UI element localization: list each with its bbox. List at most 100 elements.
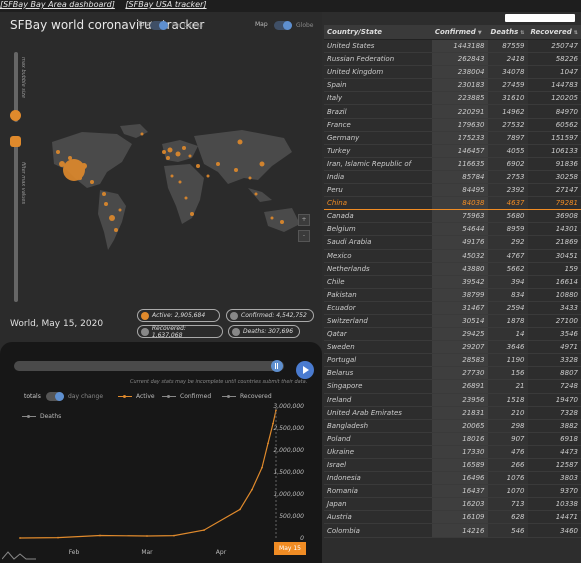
cell-deaths: 2392 xyxy=(487,183,528,198)
cell-confirmed: 16437 xyxy=(431,484,488,499)
cell-recovered: 3882 xyxy=(527,419,581,433)
table-row[interactable]: United Arab Emirates 21831 210 7328 xyxy=(324,406,581,420)
cell-recovered: 91836 xyxy=(527,157,581,171)
totals-mode-label: totals xyxy=(24,393,41,400)
cell-recovered: 19470 xyxy=(527,393,581,407)
cell-deaths: 394 xyxy=(487,275,528,289)
zoom-in-button[interactable]: + xyxy=(298,214,310,226)
table-row[interactable]: Russian Federation 262843 2418 58226 xyxy=(324,52,581,67)
table-row[interactable]: Ireland 23956 1518 19470 xyxy=(324,393,581,407)
table-row[interactable]: Mexico 45032 4767 30451 xyxy=(324,249,581,263)
table-row[interactable]: Sweden 29207 3646 4971 xyxy=(324,340,581,355)
bay-area-dashboard-link[interactable]: [SFBay Bay Area dashboard] xyxy=(0,0,115,9)
table-row[interactable]: Italy 223885 31610 120205 xyxy=(324,91,581,106)
table-row[interactable]: Spain 230183 27459 144783 xyxy=(324,78,581,93)
cell-deaths: 5680 xyxy=(487,209,528,224)
timeline-panel: Current day stats may be incomplete unti… xyxy=(0,342,322,563)
header-country[interactable]: Country/State xyxy=(324,25,432,40)
time-series-chart: 0 500,000 1,000,000 1,500,000 2,000,000 2,500… xyxy=(19,403,304,556)
table-row[interactable]: Japan 16203 713 10338 xyxy=(324,497,581,512)
table-row[interactable]: Portugal 28583 1190 3328 xyxy=(324,353,581,368)
header-confirmed[interactable]: Confirmed ▼ xyxy=(431,25,488,40)
table-row[interactable]: Netherlands 43880 5662 159 xyxy=(324,262,581,276)
cell-deaths: 1070 xyxy=(487,484,528,499)
filter-max-slider[interactable] xyxy=(14,137,18,302)
legend-deaths-label: Deaths xyxy=(40,413,62,420)
zoom-out-button[interactable]: - xyxy=(298,230,310,242)
table-row[interactable]: Ukraine 17330 476 4473 xyxy=(324,445,581,460)
table-row[interactable]: Belarus 27730 156 8807 xyxy=(324,366,581,381)
cell-recovered: 12587 xyxy=(527,458,581,473)
max-bubble-slider[interactable] xyxy=(14,52,18,122)
table-row[interactable]: Israel 16589 266 12587 xyxy=(324,458,581,473)
cell-recovered: 14471 xyxy=(527,510,581,525)
cell-country: India xyxy=(324,170,432,185)
table-row[interactable]: India 85784 2753 30258 xyxy=(324,170,581,185)
cell-confirmed: 28583 xyxy=(431,353,488,368)
table-row[interactable]: Canada 75963 5680 36908 xyxy=(324,209,581,224)
table-row[interactable]: United States 1443188 87559 250747 xyxy=(324,39,581,54)
table-row[interactable]: Singapore 26891 21 7248 xyxy=(324,379,581,394)
filter-max-thumb[interactable] xyxy=(10,136,21,147)
table-row[interactable]: Saudi Arabia 49176 292 21869 xyxy=(324,235,581,250)
legend-deaths[interactable]: Deaths xyxy=(22,413,61,420)
table-row[interactable]: Switzerland 30514 1878 27100 xyxy=(324,314,581,329)
cell-recovered: 7248 xyxy=(527,379,581,394)
table-row[interactable]: Poland 18016 907 6918 xyxy=(324,432,581,446)
search-input[interactable] xyxy=(505,14,575,22)
header-recovered[interactable]: Recovered ⇅ xyxy=(527,25,581,40)
header-deaths[interactable]: Deaths ⇅ xyxy=(487,25,528,40)
table-row[interactable]: Colombia 14216 546 3460 xyxy=(324,523,581,538)
date-slider-thumb[interactable] xyxy=(271,360,283,372)
table-row[interactable]: Peru 84495 2392 27147 xyxy=(324,183,581,198)
table-panel: Country/State Confirmed ▼ Deaths ⇅ Recover… xyxy=(322,12,581,563)
max-bubble-thumb[interactable] xyxy=(10,110,21,121)
table-row[interactable]: Belgium 54644 8959 14301 xyxy=(324,222,581,237)
table-row[interactable]: Indonesia 16496 1076 3803 xyxy=(324,471,581,486)
per-capita-toggle[interactable] xyxy=(150,21,168,30)
table-row[interactable]: Qatar 29425 14 3546 xyxy=(324,327,581,342)
date-slider[interactable] xyxy=(14,360,284,372)
day-change-toggle[interactable] xyxy=(46,392,64,401)
table-row[interactable]: Pakistan 38799 834 10880 xyxy=(324,288,581,302)
cell-country: Belgium xyxy=(324,222,432,237)
play-button[interactable] xyxy=(296,361,314,379)
cell-country: Turkey xyxy=(324,144,432,158)
legend-active-label: Active xyxy=(136,393,155,400)
table-row[interactable]: United Kingdom 238004 34078 1047 xyxy=(324,65,581,80)
table-row[interactable]: Romania 16437 1070 9370 xyxy=(324,484,581,499)
table-row[interactable]: Ecuador 31467 2594 3433 xyxy=(324,301,581,315)
usa-tracker-link[interactable]: [SFBay USA tracker] xyxy=(125,0,207,9)
y-tick-label: 1,500,000 xyxy=(273,469,304,476)
legend-active[interactable]: Active xyxy=(118,393,155,400)
cell-country: United Arab Emirates xyxy=(324,406,432,420)
table-row[interactable]: France 179630 27532 60562 xyxy=(324,118,581,132)
active-series-line xyxy=(19,409,277,539)
globe-toggle[interactable] xyxy=(274,21,292,30)
cell-deaths: 1878 xyxy=(487,314,528,329)
cell-country: China xyxy=(324,196,432,211)
table-row[interactable]: China 84038 4637 79281 xyxy=(324,196,581,211)
table-row[interactable]: Iran, Islamic Republic of 116635 6902 91836 xyxy=(324,157,581,171)
sort-icon: ⇅ xyxy=(573,30,578,36)
cell-confirmed: 45032 xyxy=(431,249,488,263)
stat-recovered: Recovered: 1,637,068 xyxy=(137,325,223,339)
legend-confirmed[interactable]: Confirmed xyxy=(162,393,211,400)
table-row[interactable]: Bangladesh 20065 298 3882 xyxy=(324,419,581,433)
table-row[interactable]: Germany 175233 7897 151597 xyxy=(324,131,581,145)
cell-recovered: 8807 xyxy=(527,366,581,381)
header-recovered-text: Recovered xyxy=(530,28,572,36)
table-row[interactable]: Turkey 146457 4055 106133 xyxy=(324,144,581,158)
cell-deaths: 292 xyxy=(487,235,528,250)
cell-country: Mexico xyxy=(324,249,432,263)
table-row[interactable]: Austria 16109 628 14471 xyxy=(324,510,581,525)
cell-deaths: 907 xyxy=(487,432,528,446)
world-map[interactable] xyxy=(22,122,322,262)
table-row[interactable]: Chile 39542 394 16614 xyxy=(324,275,581,289)
cell-deaths: 27459 xyxy=(487,78,528,93)
stat-active: Active: 2,905,684 xyxy=(137,309,220,322)
table-row[interactable]: Brazil 220291 14962 84970 xyxy=(324,104,581,119)
cell-confirmed: 21831 xyxy=(431,406,488,420)
header-country-text: Country/State xyxy=(327,28,383,36)
legend-recovered[interactable]: Recovered xyxy=(222,393,272,400)
